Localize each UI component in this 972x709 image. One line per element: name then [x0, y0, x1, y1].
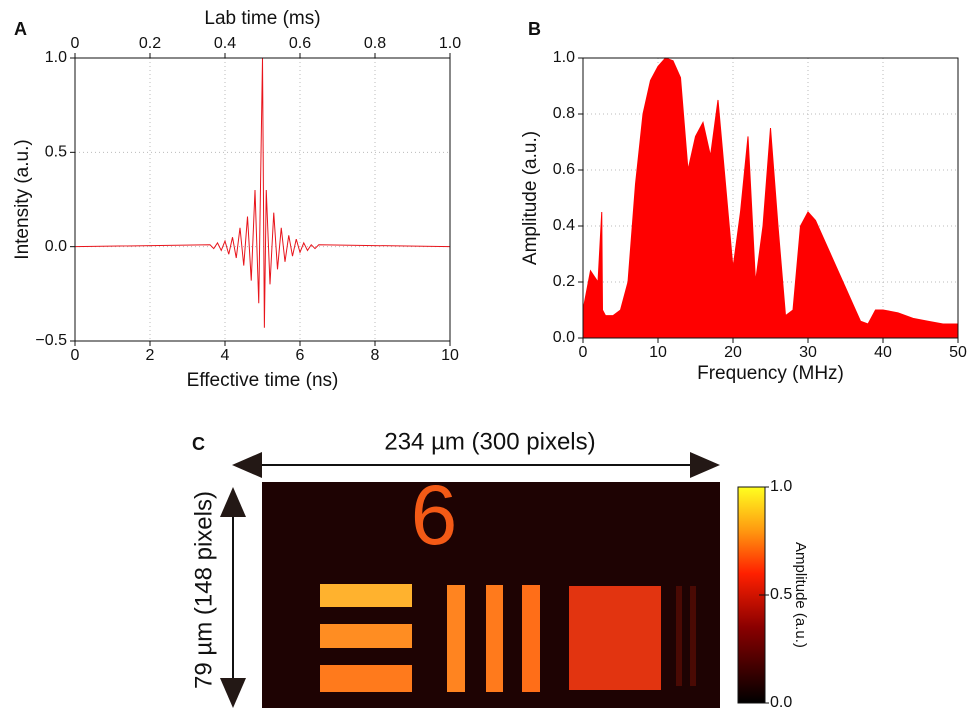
x-tick-label: 30 [799, 344, 817, 361]
y-axis-label: Amplitude (a.u.) [520, 131, 541, 265]
y-tick-label: 0.4 [553, 217, 575, 234]
x-axis-label: Frequency (MHz) [697, 363, 844, 384]
area [582, 57, 959, 339]
x-tick-label: 2 [146, 347, 155, 364]
x2-tick-label: 0.2 [139, 35, 161, 52]
x-tick-label: 8 [371, 347, 380, 364]
y-tick-label: −0.5 [35, 332, 67, 349]
x2-tick-label: 0 [71, 35, 80, 52]
x2-tick-label: 0.8 [364, 35, 386, 52]
x2-tick-label: 0.6 [289, 35, 311, 52]
y-tick-label: 1.0 [553, 49, 575, 66]
x-tick-label: 4 [221, 347, 230, 364]
x-tick-label: 40 [874, 344, 892, 361]
plot-frame [74, 57, 451, 342]
image: 6 [262, 468, 720, 708]
width-label: 234 µm (300 pixels) [384, 428, 595, 455]
image-text: 6 [411, 468, 458, 562]
y-tick-label: 0.6 [553, 161, 575, 178]
x-tick-label: 6 [296, 347, 305, 364]
x-tick-label: 10 [441, 347, 459, 364]
x-tick-label: 20 [724, 344, 742, 361]
y-tick-label: 0.5 [45, 144, 67, 161]
colorbar-tick-label: 0.0 [770, 694, 792, 709]
height-label: 79 µm (148 pixels) [190, 491, 217, 689]
y-axis-label: Intensity (a.u.) [12, 139, 33, 259]
x2-tick-label: 0.4 [214, 35, 236, 52]
arrow-head [232, 452, 262, 478]
plot-frame [582, 57, 959, 339]
x2-tick-label: 1.0 [439, 35, 461, 52]
colorbar-tick-label: 1.0 [770, 478, 792, 495]
line [74, 57, 451, 328]
arrow-head [690, 452, 720, 478]
y-tick-label: 1.0 [45, 49, 67, 66]
colorbar-tick-label: 0.5 [770, 586, 792, 603]
y-tick-label: 0.0 [45, 238, 67, 255]
y-tick-label: 0.0 [553, 329, 575, 346]
y-tick-label: 0.8 [553, 105, 575, 122]
x-tick-label: 10 [649, 344, 667, 361]
panel-letter: B [528, 19, 541, 39]
y-tick-label: 0.2 [553, 273, 575, 290]
arrow-head [220, 678, 246, 708]
x2-axis-label: Lab time (ms) [204, 8, 320, 29]
colorbar-label: Amplitude (a.u.) [792, 542, 809, 648]
x-tick-label: 0 [71, 347, 80, 364]
x-axis-label: Effective time (ns) [187, 370, 339, 391]
arrow-head [220, 487, 246, 517]
x-tick-label: 50 [949, 344, 967, 361]
x-tick-label: 0 [579, 344, 588, 361]
panel-letter: A [14, 19, 27, 39]
panel-letter: C [192, 434, 205, 454]
